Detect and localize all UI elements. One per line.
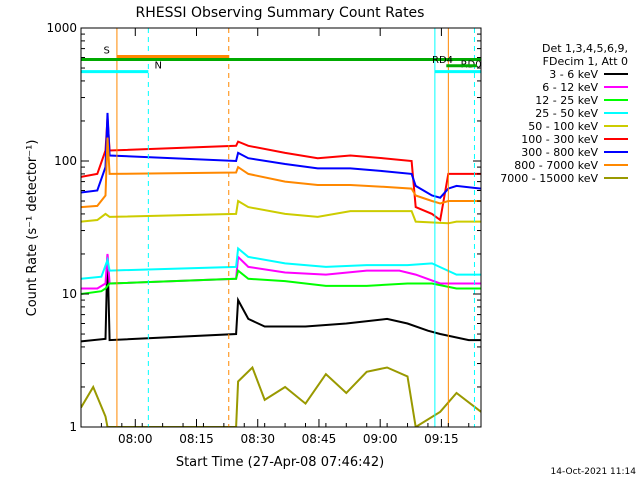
top-bar-label-5: RD4 bbox=[432, 55, 453, 66]
top-bar-label-0: S bbox=[103, 46, 109, 57]
x-axis-label: Start Time (27-Apr-08 07:46:42) bbox=[176, 455, 384, 470]
x-tick-label-4: 09:00 bbox=[363, 432, 398, 446]
x-tick-label-3: 08:45 bbox=[302, 432, 337, 446]
series-line-4 bbox=[81, 199, 481, 225]
series-line-6 bbox=[81, 112, 481, 199]
y-tick-label-2: 100 bbox=[54, 154, 77, 168]
x-tick-label-5: 09:15 bbox=[424, 432, 459, 446]
marker-layer bbox=[80, 28, 475, 427]
top-bar-label-1: N bbox=[154, 61, 161, 72]
legend-label-7: 800 - 7000 keV bbox=[514, 159, 598, 172]
legend: Det 1,3,4,5,6,9,FDecim 1, Att 03 - 6 keV… bbox=[500, 42, 628, 185]
y-axis-ticks: 1 10 100 1000 bbox=[46, 21, 481, 434]
legend-label-4: 50 - 100 keV bbox=[528, 120, 598, 133]
plot-frame bbox=[80, 27, 482, 428]
x-axis-ticks: 08:00 08:15 08:30 08:45 09:00 09:15 bbox=[80, 28, 470, 446]
x-tick-label-0: 08:00 bbox=[118, 432, 153, 446]
series-line-3 bbox=[81, 246, 481, 280]
legend-label-6: 300 - 800 keV bbox=[521, 146, 598, 159]
chart-title: RHESSI Observing Summary Count Rates bbox=[136, 5, 425, 21]
timestamp-label: 14-Oct-2021 11:14 bbox=[551, 467, 637, 477]
legend-label-8: 7000 - 15000 keV bbox=[500, 172, 598, 185]
series-line-5 bbox=[81, 118, 481, 222]
legend-header-1: FDecim 1, Att 0 bbox=[543, 55, 628, 68]
series-line-1 bbox=[81, 253, 481, 290]
legend-label-3: 25 - 50 keV bbox=[535, 107, 598, 120]
x-tick-label-2: 08:30 bbox=[240, 432, 275, 446]
legend-label-2: 12 - 25 keV bbox=[535, 94, 598, 107]
x-tick-label-1: 08:15 bbox=[179, 432, 214, 446]
y-tick-label-3: 1000 bbox=[46, 21, 77, 35]
y-tick-label-0: 1 bbox=[69, 420, 77, 434]
legend-label-0: 3 - 6 keV bbox=[549, 68, 598, 81]
series-line-2 bbox=[81, 268, 481, 295]
top-bar-layer: SNRD0RD4 bbox=[81, 46, 482, 74]
series-line-0 bbox=[81, 253, 481, 343]
y-axis-label: Count Rate (s⁻¹ detector⁻¹) bbox=[25, 140, 40, 317]
series-layer bbox=[81, 112, 481, 427]
series-line-7 bbox=[81, 137, 481, 209]
legend-header-0: Det 1,3,4,5,6,9, bbox=[542, 42, 628, 55]
legend-label-1: 6 - 12 keV bbox=[542, 81, 598, 94]
series-line-8 bbox=[81, 365, 481, 427]
y-tick-label-1: 10 bbox=[62, 287, 77, 301]
legend-label-5: 100 - 300 keV bbox=[521, 133, 598, 146]
